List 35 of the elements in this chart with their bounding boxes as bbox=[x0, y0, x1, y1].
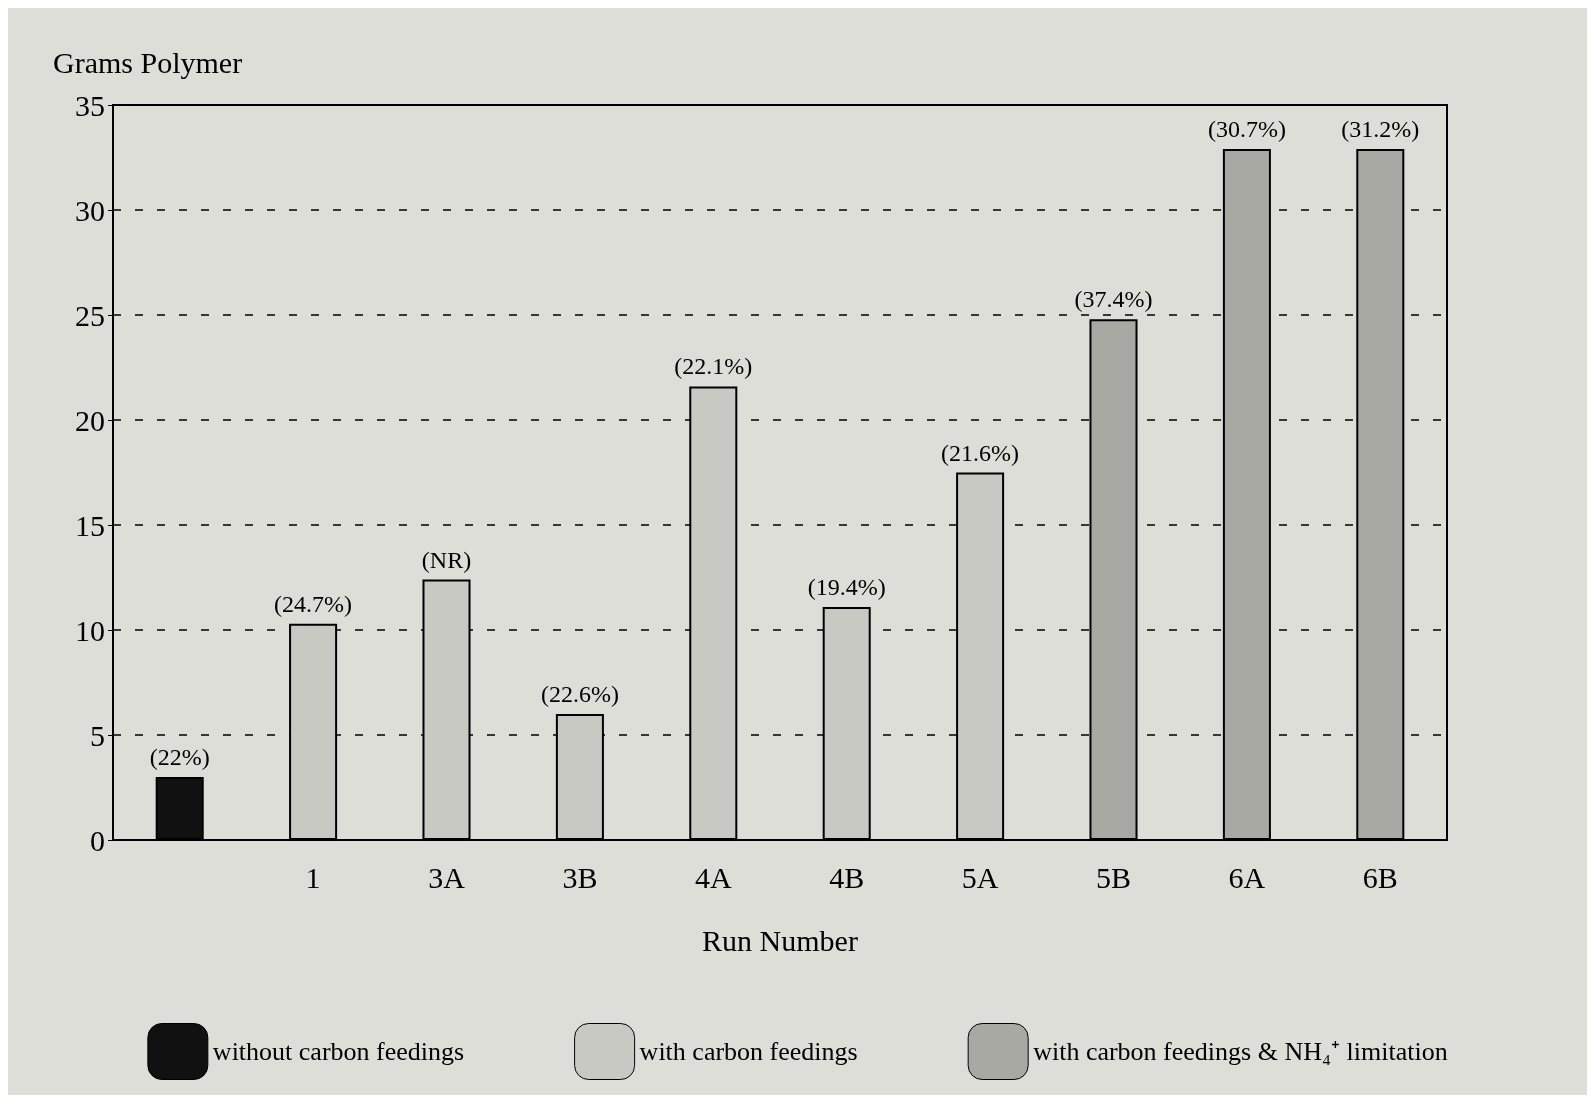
y-tick-label: 0 bbox=[90, 823, 105, 857]
y-axis-title: Grams Polymer bbox=[53, 45, 243, 79]
y-tick-label: 15 bbox=[75, 508, 105, 542]
x-tick-label: 3B bbox=[562, 860, 598, 894]
x-tick-label: 6B bbox=[1362, 860, 1398, 894]
x-tick-label: 6A bbox=[1228, 860, 1266, 894]
legend-label: with carbon feedings bbox=[639, 1037, 858, 1066]
x-tick-label: 5A bbox=[961, 860, 999, 894]
annotation: (22.6%) bbox=[540, 681, 619, 707]
y-tick-label: 20 bbox=[75, 403, 105, 437]
y-tick-label: 25 bbox=[75, 298, 105, 332]
annotation: (30.7%) bbox=[1207, 116, 1286, 143]
legend-label: with carbon feedings & NH₄⁺ limitation bbox=[1033, 1037, 1448, 1066]
x-axis-title: Run Number bbox=[702, 923, 858, 957]
annotation: (31.2%) bbox=[1341, 116, 1420, 143]
legend-label: without carbon feedings bbox=[212, 1037, 465, 1066]
annotation: (19.4%) bbox=[807, 573, 886, 600]
bar bbox=[1356, 149, 1405, 840]
x-tick-label: 4B bbox=[829, 860, 865, 894]
annotation: (21.6%) bbox=[941, 439, 1020, 466]
x-tick-label: 4A bbox=[694, 860, 732, 894]
y-tick-label: 10 bbox=[75, 613, 105, 647]
y-tick-label: 30 bbox=[75, 193, 105, 227]
y-tick-label: 5 bbox=[90, 718, 105, 752]
bar bbox=[155, 777, 204, 840]
annotation: (37.4%) bbox=[1074, 286, 1153, 313]
annotation: (24.7%) bbox=[274, 590, 353, 617]
annotation: (22.1%) bbox=[674, 353, 753, 380]
annotation: (22%) bbox=[149, 744, 210, 770]
y-tick-label: 35 bbox=[75, 88, 105, 122]
annotation: (NR) bbox=[421, 546, 472, 573]
bar bbox=[1222, 149, 1271, 840]
x-tick-label: 3A bbox=[428, 860, 466, 894]
x-tick-label: 1 bbox=[305, 860, 321, 894]
x-tick-label: 5B bbox=[1095, 860, 1132, 894]
